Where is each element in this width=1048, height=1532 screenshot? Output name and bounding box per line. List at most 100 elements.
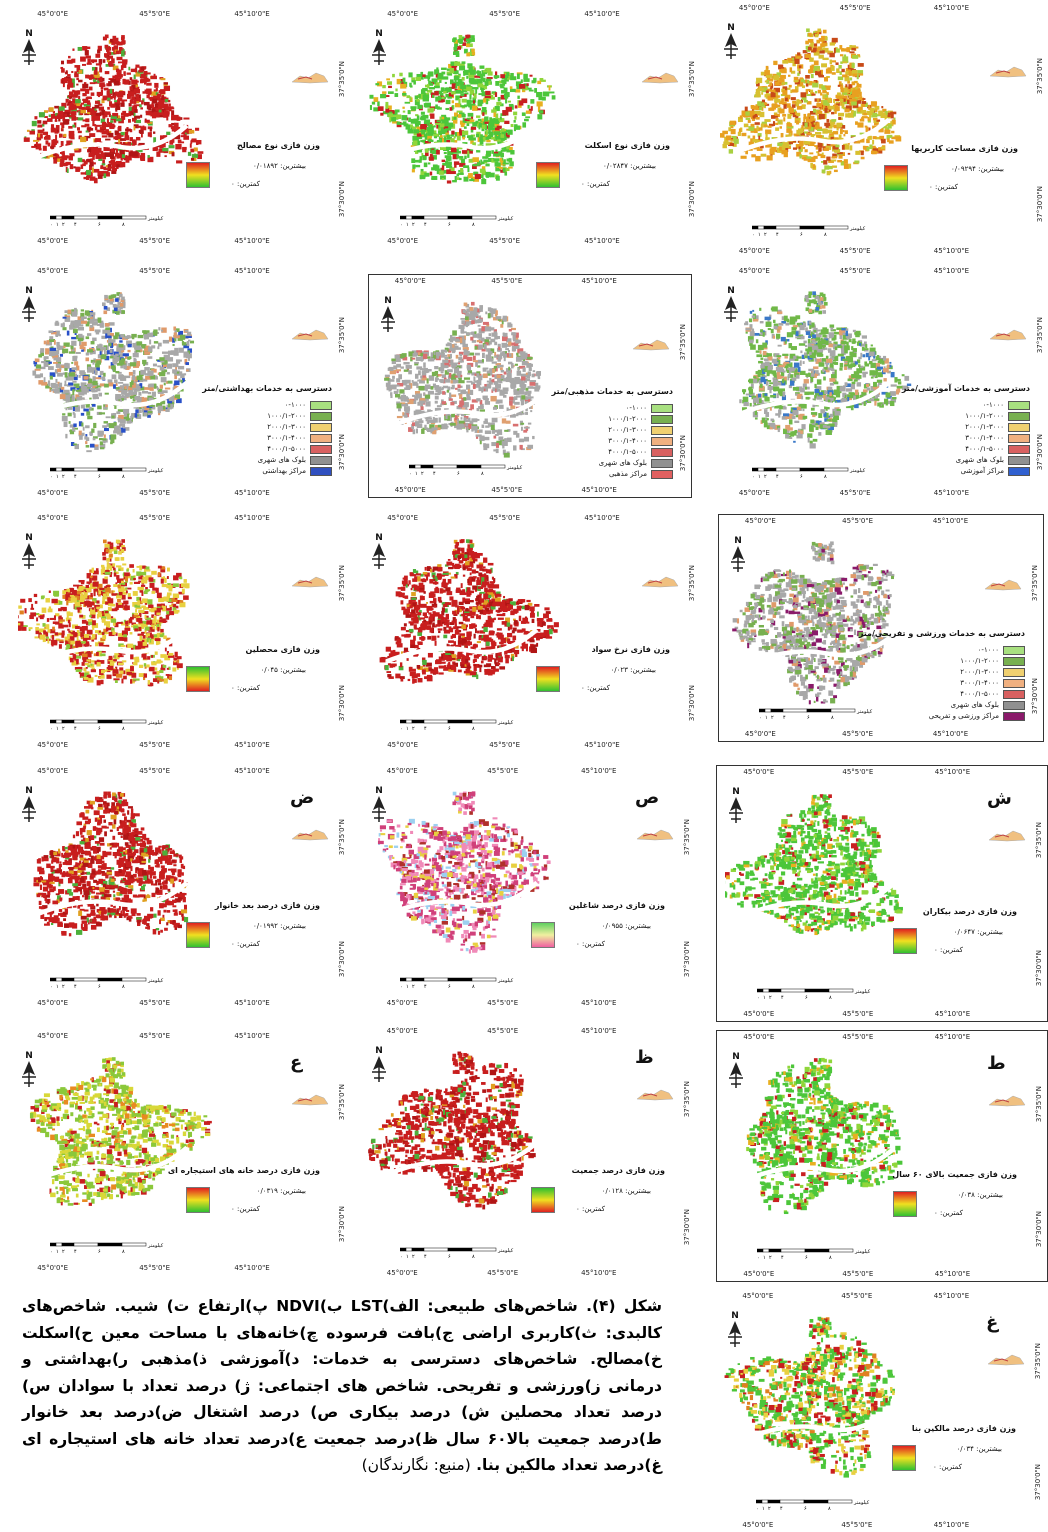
longitude-label: 45°0'0"E [37,514,69,522]
latitude-label: 37°30'0"N [1035,1211,1043,1248]
longitude-label: 45°0'0"E [744,517,776,525]
legend-max-label: بیشترین: ۰/۰۱۸۹۲ [252,162,306,170]
scale-tick: ۸ [122,726,125,732]
scale-tick: ۶ [98,222,101,228]
longitude-label: 45°0'0"E [37,999,69,1007]
legend-min-label: کمترین: ۰ [934,1208,963,1217]
legend-gradient [892,1445,916,1472]
legend-swatch [310,422,332,432]
legend-row: مراکز بهداشتی [202,466,332,477]
longitude-label: 45°10'0"E [933,247,970,255]
scale-tick: ۴ [781,995,784,1001]
longitude-label: 45°10'0"E [234,767,270,775]
scale-tick: ۴ [74,1249,77,1255]
map-legend: دسترسی به خدمات بهداشتی/متر ۰-۱۰۰۰ ۱۰۰۰/۱-… [202,383,332,477]
longitude-label: 45°0'0"E [744,730,776,738]
longitude-label: 45°10'0"E [234,1264,270,1272]
latitude-label: 37°35'0"N [338,1083,346,1121]
scale-unit: کیلومتر [147,216,164,222]
map-legend: وزن فازی درصد خانه های استیجاره ای [168,1165,320,1182]
city-blocks [369,34,556,185]
legend-min-label: کمترین: ۰ [231,939,260,948]
scale-tick: ۱ [406,984,409,990]
scale-tick: ۱ [762,1506,765,1512]
panel-letter: ط [987,1053,1006,1074]
north-arrow-label: N [727,286,735,296]
longitude-label: 45°5'0"E [139,489,171,497]
legend-swatch [310,411,332,421]
scale-tick: ۴ [781,1255,784,1261]
legend-gradient [186,1186,210,1213]
legend-row: ۲۰۰۰/۱-۳۰۰۰ [902,422,1030,433]
longitude-label: 45°0'0"E [37,767,69,775]
scale-tick: ۶ [448,222,451,228]
inset-map [988,830,1026,842]
north-arrow: N [20,534,38,572]
longitude-label: 45°5'0"E [839,489,871,497]
scale-tick: ۶ [807,715,810,721]
north-arrow: N [20,287,38,325]
scale-bar: ۰ ۱ ۲ ۴ ۶ ۸ کیلومتر [400,719,514,732]
legend-gradient [531,1187,555,1214]
legend-row: بلوک های شهری [552,458,673,469]
latitude-label: 37°30'0"N [1036,434,1044,471]
scale-tick: ۰ [752,474,755,480]
latitude-label: 37°35'0"N [1031,564,1039,601]
legend-gradient [884,164,908,191]
scale-tick: ۰ [50,1249,53,1255]
legend-max-label: بیشترین: ۰/۰۱۲۸ [601,1187,651,1196]
river-line [742,1146,896,1183]
longitude-label: 45°0'0"E [386,1027,418,1035]
longitude-label: 45°5'0"E [139,1264,171,1272]
longitude-label: 45°0'0"E [37,267,69,275]
scale-tick: ۱ [56,474,59,480]
scale-tick: ۸ [472,1254,475,1260]
city-map [732,541,898,705]
legend-row: ۴۰۰۰/۱-۵۰۰۰ [902,444,1030,455]
longitude-label: 45°10'0"E [584,514,620,522]
legend-label: مراکز ورزشی و تفریحی [928,712,999,720]
longitude-label: 45°0'0"E [394,486,426,494]
north-arrow-label: N [732,787,740,797]
inset-map [987,1354,1025,1366]
latitude-label: 37°35'0"N [1036,316,1044,353]
scale-tick: ۴ [74,984,77,990]
legend-title: وزن فازی درصد شاغلین [568,900,665,910]
scale-tick: ۴ [424,726,427,732]
inset-map [291,829,329,841]
legend-min-label: کمترین: ۰ [929,182,958,191]
north-arrow-icon [724,296,738,322]
scale-tick: ۴ [433,471,436,477]
scale-tick: ۱ [765,715,768,721]
legend-row: ۴۰۰۰/۱-۵۰۰۰ [552,447,673,458]
legend-label: ۱۰۰۰/۱-۲۰۰۰ [960,657,999,665]
legend-title: وزن فازی نوع مصالح [236,141,320,150]
latitude-label: 37°35'0"N [688,564,696,601]
legend-label: ۴۰۰۰/۱-۵۰۰۰ [267,444,306,453]
city-blocks [377,791,551,954]
legend-label: ۴۰۰۰/۱-۵۰۰۰ [960,690,999,698]
longitude-label: 45°5'0"E [139,1032,171,1040]
scale-bar: ۰ ۱ ۲ ۴ ۶ ۸ کیلومتر [400,1247,514,1260]
city-blocks [379,539,559,684]
north-arrow-label: N [734,536,742,546]
latitude-label: 37°30'0"N [679,434,687,471]
scale-tick: ۸ [829,995,832,1001]
legend-label: ۳۰۰۰/۱-۴۰۰۰ [965,433,1004,442]
legend-label: ۳۰۰۰/۱-۴۰۰۰ [608,437,647,445]
legend-row: ۱۰۰۰/۱-۲۰۰۰ [202,411,332,422]
legend-max-label: بیشترین: ۰/۰۴۵ [260,666,306,674]
latitude-label: 37°30'0"N [683,941,691,978]
latitude-label: 37°35'0"N [1035,1086,1043,1123]
city-blocks [732,541,895,705]
scale-tick: ۲ [62,474,65,480]
latitude-label: 37°35'0"N [338,564,346,601]
legend-title: وزن فازی درصد بعد خانوار [214,900,320,910]
legend-gradient [186,162,210,188]
city-blocks [724,1316,895,1478]
scale-tick: ۶ [448,984,451,990]
map-legend: وزن فازی جمعیت بالای ۶۰ سال [892,1169,1017,1186]
legend-swatch [310,466,332,476]
scale-tick: ۱ [406,1254,409,1260]
river-line [35,123,189,160]
